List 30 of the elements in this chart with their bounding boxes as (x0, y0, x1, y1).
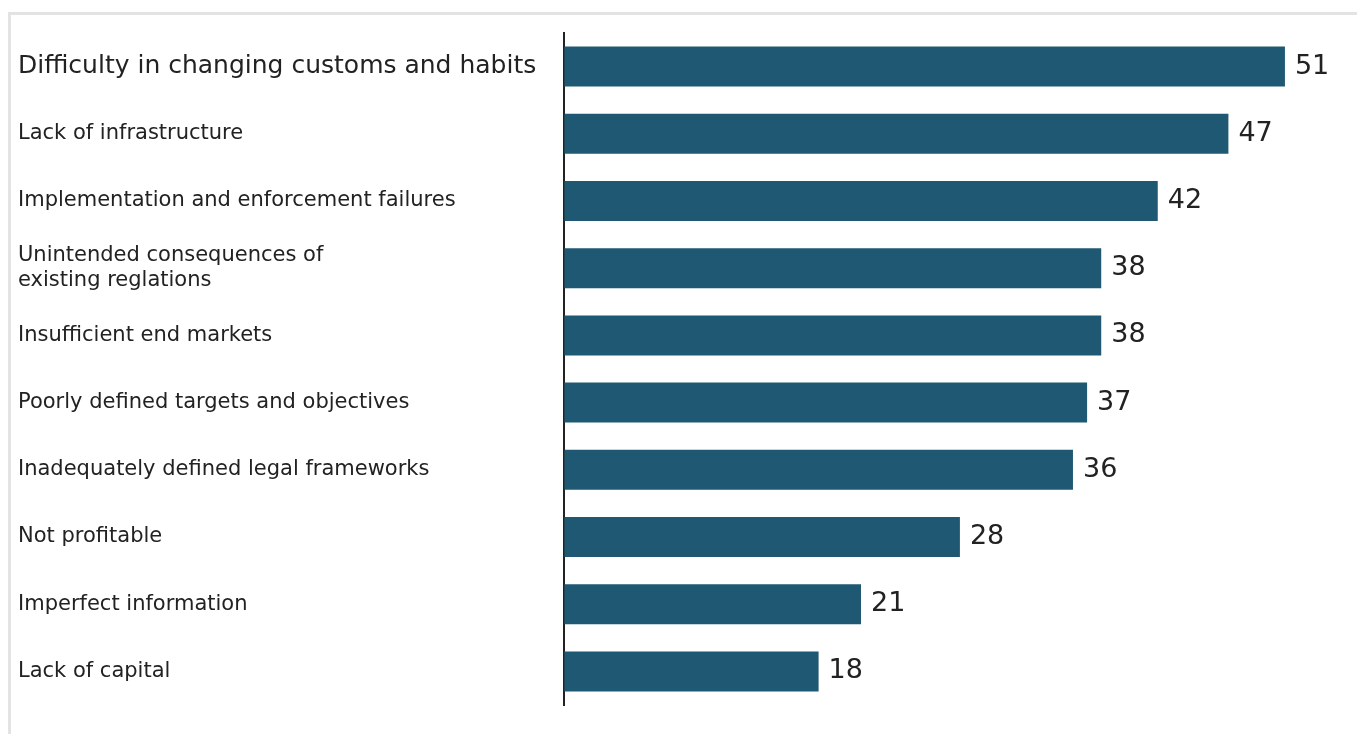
data-label: 51 (1294, 48, 1330, 80)
bar (564, 248, 1102, 289)
bar (564, 449, 1073, 490)
bar (564, 46, 1285, 87)
bar (564, 113, 1229, 154)
y-tick-label: Inadequately defined legal frameworks (18, 456, 430, 481)
data-label: 38 (1111, 317, 1146, 349)
data-label: 28 (969, 519, 1005, 551)
data-label: 18 (828, 653, 863, 685)
y-tick-label: Implementation and enforcement failures (18, 187, 456, 212)
y-tick-label: Unintended consequences of existing reglations (18, 242, 324, 292)
data-label: 36 (1082, 451, 1118, 483)
y-tick-label: Poorly defined targets and objectives (18, 389, 410, 414)
bar (564, 584, 861, 625)
data-label: 42 (1167, 183, 1203, 215)
data-label: 37 (1097, 384, 1132, 416)
y-tick-label: Not profitable (18, 523, 163, 548)
bar (564, 517, 960, 557)
y-tick-label: Difficulty in changing customs and habits (18, 50, 537, 80)
data-label: 47 (1238, 115, 1273, 147)
y-tick-label: Lack of capital (18, 657, 171, 682)
y-tick-label: Lack of infrastructure (18, 120, 244, 145)
data-label: 38 (1111, 250, 1146, 282)
bar (564, 181, 1158, 221)
y-tick-label: Insufficient end markets (18, 321, 273, 346)
y-tick-label: Imperfect information (18, 590, 248, 615)
bar (564, 382, 1088, 423)
data-label: 21 (870, 586, 906, 618)
bar (564, 315, 1102, 356)
bar (564, 651, 819, 692)
